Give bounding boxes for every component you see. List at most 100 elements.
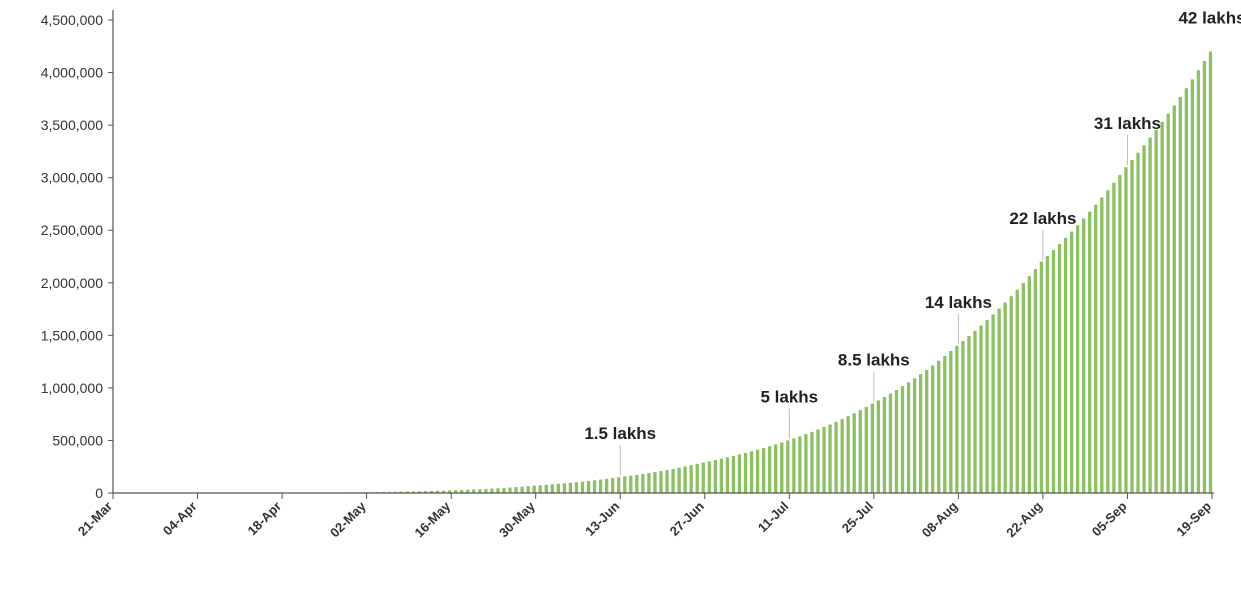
bar — [816, 429, 819, 493]
bar — [1130, 160, 1133, 493]
bar — [690, 465, 693, 493]
bar — [1082, 219, 1085, 494]
bar — [1040, 262, 1043, 493]
bar — [599, 480, 602, 493]
bar — [581, 482, 584, 493]
bar — [1154, 130, 1157, 493]
bar — [865, 407, 868, 493]
bar — [526, 486, 529, 493]
bar — [551, 484, 554, 493]
bar — [732, 456, 735, 493]
bar — [792, 438, 795, 493]
bar — [949, 351, 952, 493]
bar — [750, 451, 753, 493]
bar — [1052, 250, 1055, 493]
bar — [533, 486, 536, 493]
bar — [611, 478, 614, 493]
bar — [508, 488, 511, 493]
bar — [756, 450, 759, 493]
bar — [605, 479, 608, 493]
bar — [991, 314, 994, 493]
bar — [545, 485, 548, 493]
bar — [798, 436, 801, 493]
bar — [853, 413, 856, 493]
x-tick-label: 11-Jul — [755, 499, 792, 536]
bar — [985, 320, 988, 493]
bar — [1100, 198, 1103, 493]
y-tick-label: 500,000 — [52, 432, 103, 448]
bar — [907, 382, 910, 493]
bar — [696, 464, 699, 493]
bar — [539, 485, 542, 493]
annotation-label: 31 lakhs — [1094, 114, 1161, 133]
bar — [641, 474, 644, 493]
bar — [1064, 238, 1067, 493]
bar — [563, 483, 566, 493]
x-tick-label: 25-Jul — [839, 499, 876, 536]
bar — [1124, 167, 1127, 493]
bar — [1148, 138, 1151, 493]
bar — [1136, 153, 1139, 493]
bar — [659, 471, 662, 493]
bar — [810, 432, 813, 493]
x-tick-label: 21-Mar — [75, 499, 115, 539]
bar — [726, 457, 729, 493]
bar — [847, 416, 850, 493]
bar — [834, 422, 837, 493]
annotation-label: 5 lakhs — [760, 387, 818, 406]
bar — [520, 487, 523, 493]
bar — [931, 365, 934, 493]
bar — [720, 459, 723, 493]
bar — [1197, 70, 1200, 493]
bar — [804, 434, 807, 493]
y-tick-label: 1,500,000 — [41, 327, 103, 343]
bar — [647, 473, 650, 493]
bar — [997, 309, 1000, 493]
bar — [671, 469, 674, 493]
bar — [877, 400, 880, 493]
x-tick-label: 18-Apr — [244, 499, 284, 539]
x-tick-label: 08-Aug — [919, 498, 961, 540]
bar — [828, 424, 831, 493]
x-tick-label: 13-Jun — [582, 498, 622, 538]
y-tick-label: 1,000,000 — [41, 380, 103, 396]
bar — [702, 463, 705, 493]
bar — [1191, 79, 1194, 493]
y-tick-label: 2,000,000 — [41, 275, 103, 291]
bar — [919, 374, 922, 493]
y-tick-label: 3,000,000 — [41, 170, 103, 186]
bar — [943, 356, 946, 493]
x-tick-label: 19-Sep — [1173, 498, 1214, 539]
bar — [623, 476, 626, 493]
bar — [961, 341, 964, 493]
x-tick-label: 02-May — [327, 498, 369, 540]
bar — [496, 488, 499, 493]
bar — [677, 468, 680, 493]
bar — [617, 477, 620, 493]
bar — [665, 470, 668, 493]
bar — [1010, 296, 1013, 493]
bar — [774, 444, 777, 493]
bar — [635, 475, 638, 493]
bar — [1203, 61, 1206, 493]
bar — [738, 455, 741, 494]
bar — [484, 489, 487, 493]
bar — [1173, 105, 1176, 493]
bar — [1034, 269, 1037, 493]
bar — [840, 419, 843, 493]
bar — [1004, 302, 1007, 493]
bar — [575, 482, 578, 493]
annotation-label: 22 lakhs — [1009, 209, 1076, 228]
bar — [883, 397, 886, 493]
bar — [889, 394, 892, 493]
bar — [1046, 256, 1049, 493]
bar — [1058, 244, 1061, 493]
bar — [1161, 122, 1164, 493]
bar — [1022, 283, 1025, 493]
annotation-label: 14 lakhs — [925, 293, 992, 312]
bar — [744, 453, 747, 493]
bar — [762, 448, 765, 493]
annotation-label: 1.5 lakhs — [584, 424, 656, 443]
bar — [490, 489, 493, 493]
